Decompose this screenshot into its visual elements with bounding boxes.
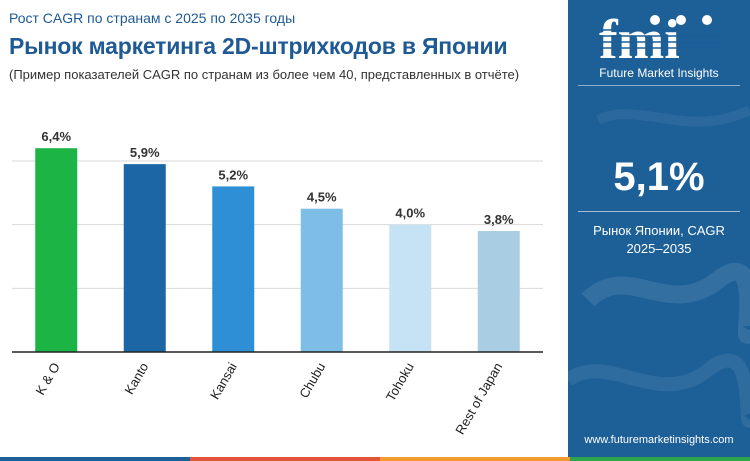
footer-stripe (0, 457, 750, 461)
x-tick-label: K & O (33, 360, 63, 398)
headline-value: 5,1% (613, 155, 705, 199)
bar (389, 224, 432, 352)
data-label: 5,9% (130, 145, 160, 160)
globe-icon-left (650, 15, 660, 25)
chart-title: Рынок маркетинга 2D-штрихкодов в Японии (9, 33, 508, 59)
summary-panel: fmi Future Market Insights 5,1% Рынок Яп… (568, 0, 750, 457)
bar (35, 148, 78, 352)
background-pattern (568, 105, 750, 428)
fmi-logo: fmi (597, 12, 723, 64)
stripe-segment (0, 457, 190, 461)
data-label: 5,2% (218, 167, 248, 182)
stripe-segment (380, 457, 570, 461)
bar (477, 231, 520, 352)
chart-subtitle: Рост CAGR по странам с 2025 по 2035 годы (9, 10, 296, 26)
bar (123, 164, 166, 352)
x-tick-label: Tohoku (383, 360, 417, 404)
x-tick-label: Chubu (296, 360, 328, 401)
headline-value-label-line2: 2025–2035 (626, 241, 692, 256)
headline-value-label: Рынок Японии, CAGR 2025–2035 (568, 222, 750, 258)
bar-chart: 6,4% K & O 5,9% Kanto 5,2% Kansai 4,5% Chubu 4,0… (12, 129, 543, 437)
chart-note: (Пример показателей CAGR по странам из б… (9, 67, 520, 82)
x-tick-label: Kanto (121, 360, 151, 397)
headline-value-label-line1: Рынок Японии, CAGR (593, 223, 725, 238)
brand-tagline: Future Market Insights (599, 66, 719, 80)
divider (578, 85, 740, 86)
bar (212, 186, 255, 352)
stripe-segment (570, 457, 750, 461)
data-label: 4,5% (307, 190, 337, 205)
website-link[interactable]: www.futuremarketinsights.com (584, 434, 734, 446)
globe-icon-right (702, 15, 712, 25)
divider (578, 211, 740, 212)
bar (300, 208, 343, 352)
x-tick-label: Rest of Japan (452, 360, 505, 437)
data-label: 3,8% (484, 212, 514, 227)
globe-icon-middle (676, 15, 686, 25)
data-label: 6,4% (41, 129, 71, 144)
x-tick-label: Kansai (207, 360, 240, 402)
chart-panel: Рост CAGR по странам с 2025 по 2035 годы… (9, 10, 543, 437)
logo-text: fmi (599, 12, 680, 64)
data-label: 4,0% (395, 206, 425, 221)
stripe-segment (190, 457, 380, 461)
